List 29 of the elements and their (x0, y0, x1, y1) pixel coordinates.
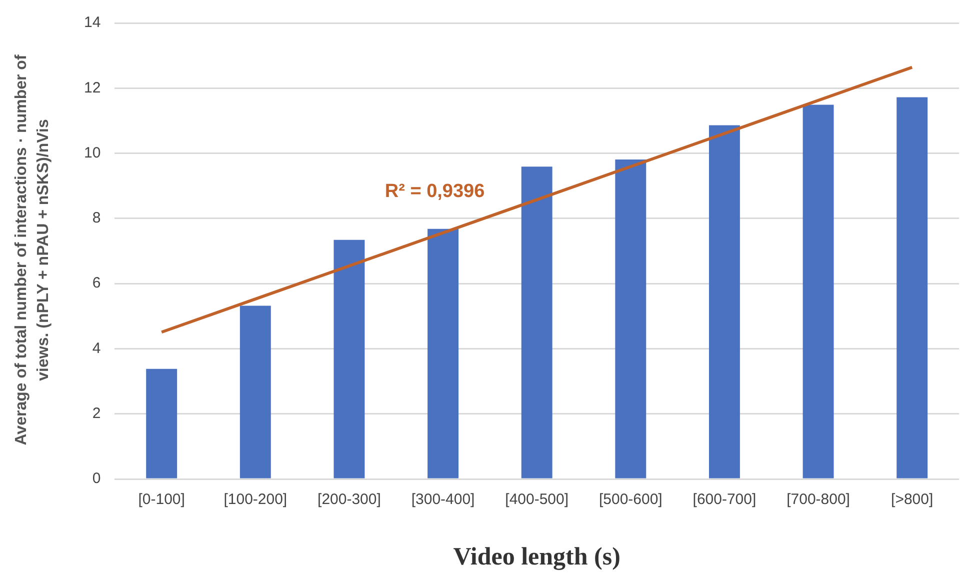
bar (428, 228, 459, 478)
y-tick-label: 6 (92, 274, 101, 292)
y-tick-label: 0 (92, 470, 101, 488)
bar (896, 97, 928, 478)
y-axis-title: Average of total number of interactions · number of views. (nPLY + nPAU + nSKS)/nVis (12, 54, 53, 448)
bar (240, 306, 271, 478)
x-tick-label: [200-300] (318, 491, 381, 508)
x-tick-label: [0-100] (138, 491, 185, 508)
y-tick-label: 10 (84, 144, 101, 162)
x-tick-label: [600-700] (692, 491, 756, 508)
bar (521, 166, 552, 478)
bar (146, 368, 178, 478)
y-tick-label: 14 (84, 14, 101, 32)
y-tick-label: 12 (84, 79, 101, 96)
y-tick-label: 8 (92, 210, 101, 227)
x-axis-title: Video length (s) (453, 543, 620, 570)
y-tick-label: 4 (92, 340, 101, 357)
bar (708, 125, 740, 478)
x-tick-label: [300-400] (411, 491, 475, 508)
x-tick-label: [500-600] (598, 491, 662, 508)
x-tick-label: [>800] (891, 491, 934, 508)
bar (615, 159, 646, 478)
bar (802, 104, 834, 478)
x-tick-label: [400-500] (505, 491, 569, 508)
bar (334, 240, 365, 478)
x-tick-label: [100-200] (224, 491, 288, 508)
y-tick-label: 2 (92, 405, 101, 422)
x-tick-label: [700-800] (786, 491, 850, 508)
annotation: R² = 0,9396 (384, 180, 485, 202)
